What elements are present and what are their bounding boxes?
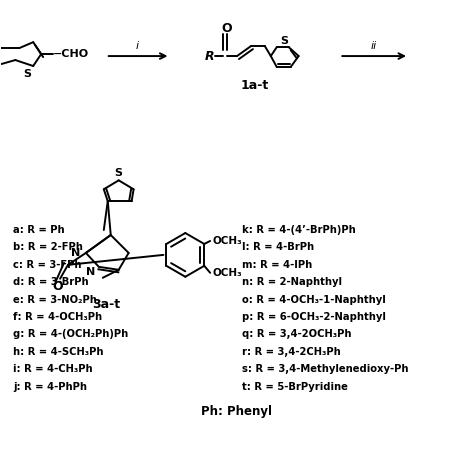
Text: q: R = 3,4-2OCH₃Ph: q: R = 3,4-2OCH₃Ph	[242, 329, 351, 339]
Text: p: R = 6-OCH₃-2-Naphthyl: p: R = 6-OCH₃-2-Naphthyl	[242, 312, 386, 322]
Text: N: N	[86, 267, 95, 277]
Text: −CHO: −CHO	[53, 49, 89, 59]
Text: j: R = 4-PhPh: j: R = 4-PhPh	[13, 382, 87, 392]
Text: i: R = 4-CH₃Ph: i: R = 4-CH₃Ph	[13, 364, 93, 374]
Text: O: O	[222, 22, 232, 35]
Text: a: R = Ph: a: R = Ph	[13, 225, 65, 235]
Text: O: O	[53, 280, 64, 293]
Text: o: R = 4-OCH₃-1-Naphthyl: o: R = 4-OCH₃-1-Naphthyl	[242, 295, 386, 305]
Text: S: S	[23, 69, 31, 79]
Text: OCH₃: OCH₃	[212, 268, 242, 278]
Text: 3a-t: 3a-t	[91, 298, 120, 311]
Text: l: R = 4-BrPh: l: R = 4-BrPh	[242, 242, 314, 253]
Text: f: R = 4-OCH₃Ph: f: R = 4-OCH₃Ph	[13, 312, 102, 322]
Text: c: R = 3-FPh: c: R = 3-FPh	[13, 260, 82, 270]
Text: r: R = 3,4-2CH₃Ph: r: R = 3,4-2CH₃Ph	[242, 347, 341, 357]
Text: Ph: Phenyl: Ph: Phenyl	[201, 405, 273, 419]
Text: n: R = 2-Naphthyl: n: R = 2-Naphthyl	[242, 277, 342, 287]
Text: s: R = 3,4-Methylenedioxy-Ph: s: R = 3,4-Methylenedioxy-Ph	[242, 364, 409, 374]
Text: S: S	[115, 168, 123, 178]
Text: N: N	[71, 248, 80, 258]
Text: ii: ii	[371, 41, 377, 51]
Text: R: R	[204, 50, 214, 63]
Text: d: R = 3-BrPh: d: R = 3-BrPh	[13, 277, 89, 287]
Text: OCH₃: OCH₃	[212, 236, 242, 246]
Text: k: R = 4-(4’-BrPh)Ph: k: R = 4-(4’-BrPh)Ph	[242, 225, 356, 235]
Text: m: R = 4-IPh: m: R = 4-IPh	[242, 260, 312, 270]
Text: h: R = 4-SCH₃Ph: h: R = 4-SCH₃Ph	[13, 347, 104, 357]
Text: 1a-t: 1a-t	[241, 79, 269, 92]
Text: b: R = 2-FPh: b: R = 2-FPh	[13, 242, 83, 253]
Text: S: S	[281, 36, 289, 46]
Text: t: R = 5-BrPyridine: t: R = 5-BrPyridine	[242, 382, 348, 392]
Text: g: R = 4-(OCH₂Ph)Ph: g: R = 4-(OCH₂Ph)Ph	[13, 329, 128, 339]
Text: e: R = 3-NO₂Ph: e: R = 3-NO₂Ph	[13, 295, 97, 305]
Text: i: i	[136, 41, 139, 51]
